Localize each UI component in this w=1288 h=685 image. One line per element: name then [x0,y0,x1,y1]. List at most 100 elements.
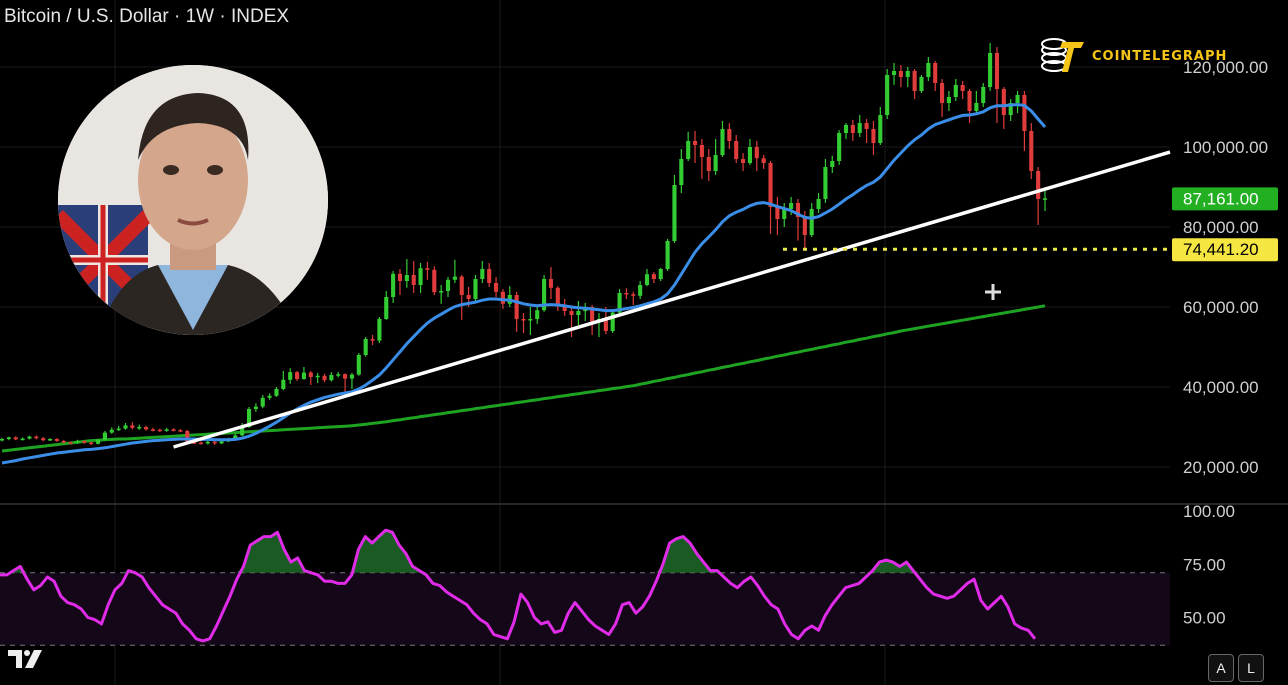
trendline-path [173,150,1171,449]
candle-body [926,63,931,77]
candle-body [988,53,993,87]
candle-body [686,141,691,159]
candle-body [425,268,430,270]
rsi-tick-label: 75.00 [1183,555,1226,574]
candle-body [150,429,156,431]
candle-body [109,429,114,433]
candle-body [816,199,821,209]
support-price-label: 74,441.20 [1183,240,1259,259]
ema-short-line [1,103,1047,465]
candle-body [198,442,204,445]
candle-body [116,428,121,431]
candle-body [960,85,965,91]
candle-body [308,372,313,377]
candle-body [967,91,972,111]
candle-body [27,436,32,439]
candle-body [809,209,814,235]
candle-body [871,129,876,143]
candle-body [802,217,807,235]
price-tick-label: 20,000.00 [1183,458,1259,477]
candle-body [603,319,608,331]
candle-body [301,372,306,379]
candle-body [1036,171,1041,199]
candle-body [219,441,224,444]
candle-body [953,85,958,97]
candle-body [692,141,698,145]
candle-body [192,442,197,444]
candle-body [974,103,979,111]
candle-body [157,429,162,432]
candle-body [610,312,615,331]
candle-body [281,379,286,389]
candle-body [322,375,327,381]
price-axis: 20,000.00 40,000.00 60,000.00 80,000.00 100,… [1172,58,1278,477]
candle-body [878,115,883,143]
candle-body [34,436,39,439]
candle-body [782,209,787,219]
candle-body [521,319,526,321]
candle-body [144,427,149,430]
candle-body [336,374,341,376]
candle-body [672,185,677,241]
candle-body [761,158,766,163]
candle-body [1008,103,1013,115]
candle-body [370,339,375,341]
candle-body [329,375,334,381]
candle-body [1015,95,1020,103]
candle-body [452,276,457,280]
candle-body [96,439,101,444]
log-scale-button[interactable]: L [1238,654,1264,682]
rsi-line [0,528,1037,643]
candle-body [411,275,416,285]
candle-body [233,435,238,439]
candle-body [343,374,348,379]
presenter-portrait-icon [58,65,328,335]
candle-body [0,439,5,441]
candle-body [823,167,828,199]
candle-body [535,310,540,319]
candle-body [130,425,135,428]
candle-body [487,269,492,283]
candle-body [397,273,403,281]
candle-body [981,87,986,103]
rsi-tick-label: 50.00 [1183,609,1226,628]
last-price-badge [1172,187,1278,211]
candle-body [480,269,485,279]
candle-body [68,442,73,444]
candle-body [1022,95,1027,131]
candle-body [391,273,396,297]
candle-body [384,297,389,319]
candle-body [713,155,718,171]
candle-body [706,157,711,171]
price-tick-label: 100,000.00 [1183,138,1268,157]
candle-body [6,437,11,439]
price-tick-label: 80,000.00 [1183,218,1259,237]
candle-body [885,75,890,115]
brand-name: COINTELEGRAPH [1092,48,1228,64]
auto-scale-button[interactable]: A [1208,654,1234,682]
candle-body [891,71,897,75]
candle-body [75,441,80,443]
rsi-tick-label: 100.00 [1183,502,1235,521]
candle-body [994,53,1000,89]
candle-body [20,438,25,441]
candle-body [754,147,759,159]
candle-body [185,431,190,443]
candle-body [542,279,547,311]
crosshair-icon [985,284,1001,300]
candle-body [377,319,382,341]
presenter-avatar [58,65,328,335]
candle-body [741,159,746,163]
ema-short-path [1,103,1047,465]
candle-body [617,293,622,313]
price-tick-label: 120,000.00 [1183,58,1268,77]
coin-stack-icon [1041,38,1084,72]
candle-body [679,159,684,185]
candle-body [699,145,704,157]
candle-body [349,374,355,379]
candle-body [267,395,272,398]
candle-body [528,319,533,321]
trendline [173,150,1171,449]
candle-body [720,129,725,155]
candle-body [631,294,636,296]
